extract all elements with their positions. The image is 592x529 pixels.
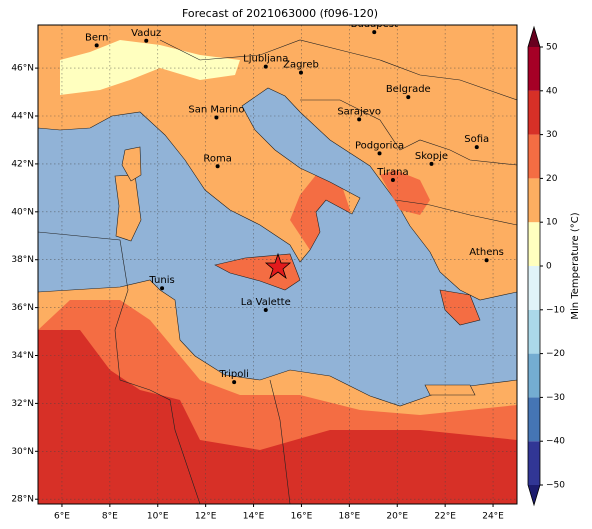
x-tick-label: 6°E <box>54 512 70 522</box>
city-dot <box>357 117 362 122</box>
city-label: Budapest <box>351 19 398 30</box>
y-tick-label: 40°N <box>11 207 34 217</box>
colorbar-extend-over <box>528 27 540 47</box>
x-tick-label: 14°E <box>243 512 265 522</box>
city-dot <box>263 64 268 69</box>
y-tick-label: 42°N <box>11 159 34 169</box>
colorbar-segment <box>528 90 540 135</box>
y-tick-label: 32°N <box>11 399 34 409</box>
x-tick-label: 12°E <box>195 512 217 522</box>
city-label: Ljubljana <box>243 54 288 65</box>
cool-zone <box>60 40 240 95</box>
y-tick-label: 34°N <box>11 351 34 361</box>
colorbar-extend-under <box>528 485 540 505</box>
colorbar-segment <box>528 353 540 398</box>
colorbar-segment <box>528 309 540 354</box>
colorbar-segment <box>528 397 540 442</box>
city-dot <box>144 38 149 43</box>
border <box>159 39 517 101</box>
city-dot <box>390 177 395 182</box>
colorbar-segment <box>528 47 540 91</box>
city-dot <box>372 30 377 35</box>
colorbar-tick-label: 0 <box>546 262 552 272</box>
city-dot <box>474 145 479 150</box>
x-tick-label: 24°E <box>482 512 504 522</box>
city-label: Skopje <box>415 151 448 162</box>
y-tick-label: 44°N <box>11 112 34 122</box>
colorbar-tick-label: −50 <box>546 481 565 491</box>
y-tick-label: 46°N <box>11 64 34 74</box>
y-tick-label: 30°N <box>11 447 34 457</box>
y-tick-label: 38°N <box>11 255 34 265</box>
crete <box>424 384 476 396</box>
city-dot <box>160 286 165 291</box>
city-label: Sofia <box>464 134 489 145</box>
colorbar-tick-label: 30 <box>546 130 558 140</box>
x-tick-label: 20°E <box>386 512 408 522</box>
hot-zone <box>38 330 517 504</box>
title: Forecast of 2021063000 (f096-120) <box>182 7 378 20</box>
y-tick-label: 28°N <box>11 495 34 505</box>
city-dot <box>484 258 489 263</box>
colorbar-tick-label: −20 <box>546 349 565 359</box>
city-label: Podgorica <box>355 140 404 151</box>
x-tick-label: 22°E <box>434 512 456 522</box>
city-dot <box>429 161 434 166</box>
city-label: Athens <box>469 247 504 258</box>
map-frame <box>37 24 518 505</box>
star-marker <box>264 252 292 280</box>
city-label: La Valette <box>241 297 291 308</box>
city-dot <box>406 95 411 100</box>
city-label: Belgrade <box>386 84 431 95</box>
y-tick-label: 36°N <box>11 303 34 313</box>
border <box>394 199 517 226</box>
colorbar-label: Min Temperature (°C) <box>570 212 581 319</box>
colorbar-tick-label: −30 <box>546 393 565 403</box>
city-dot <box>263 308 268 313</box>
x-tick-label: 18°E <box>339 512 361 522</box>
city-label: Tripoli <box>218 369 249 380</box>
city-label: Roma <box>203 153 232 164</box>
colorbar-tick-label: 40 <box>546 86 558 96</box>
city-label: Zagreb <box>283 60 319 71</box>
city-dot <box>377 151 382 156</box>
city-label: Tirana <box>376 167 408 178</box>
colorbar-segment <box>528 441 540 485</box>
colorbar-tick-label: −40 <box>546 437 565 447</box>
city-label: Vaduz <box>131 28 161 39</box>
city-label: Bern <box>85 32 108 43</box>
colorbar-tick-label: 10 <box>546 218 558 228</box>
colorbar-segment <box>528 134 540 179</box>
colorbar-segment <box>528 178 540 223</box>
x-tick-label: 8°E <box>102 512 118 522</box>
city-dot <box>214 115 219 120</box>
city-dot <box>94 43 99 48</box>
city-dot <box>298 70 303 75</box>
city-dot <box>215 164 220 169</box>
city-label: Sarajevo <box>337 106 381 117</box>
peloponnese <box>439 289 481 326</box>
city-label: Tunis <box>148 275 174 286</box>
border <box>269 379 291 504</box>
city-dot <box>232 380 237 385</box>
border <box>300 99 517 166</box>
x-tick-label: 10°E <box>147 512 169 522</box>
city-label: San Marino <box>188 104 244 115</box>
colorbar-tick-label: 20 <box>546 174 558 184</box>
colorbar-segment <box>528 266 540 310</box>
colorbar-tick-label: 50 <box>546 43 558 53</box>
x-tick-label: 16°E <box>291 512 313 522</box>
border <box>38 231 201 504</box>
colorbar-segment <box>528 222 540 266</box>
colorbar-tick-label: −10 <box>546 305 565 315</box>
